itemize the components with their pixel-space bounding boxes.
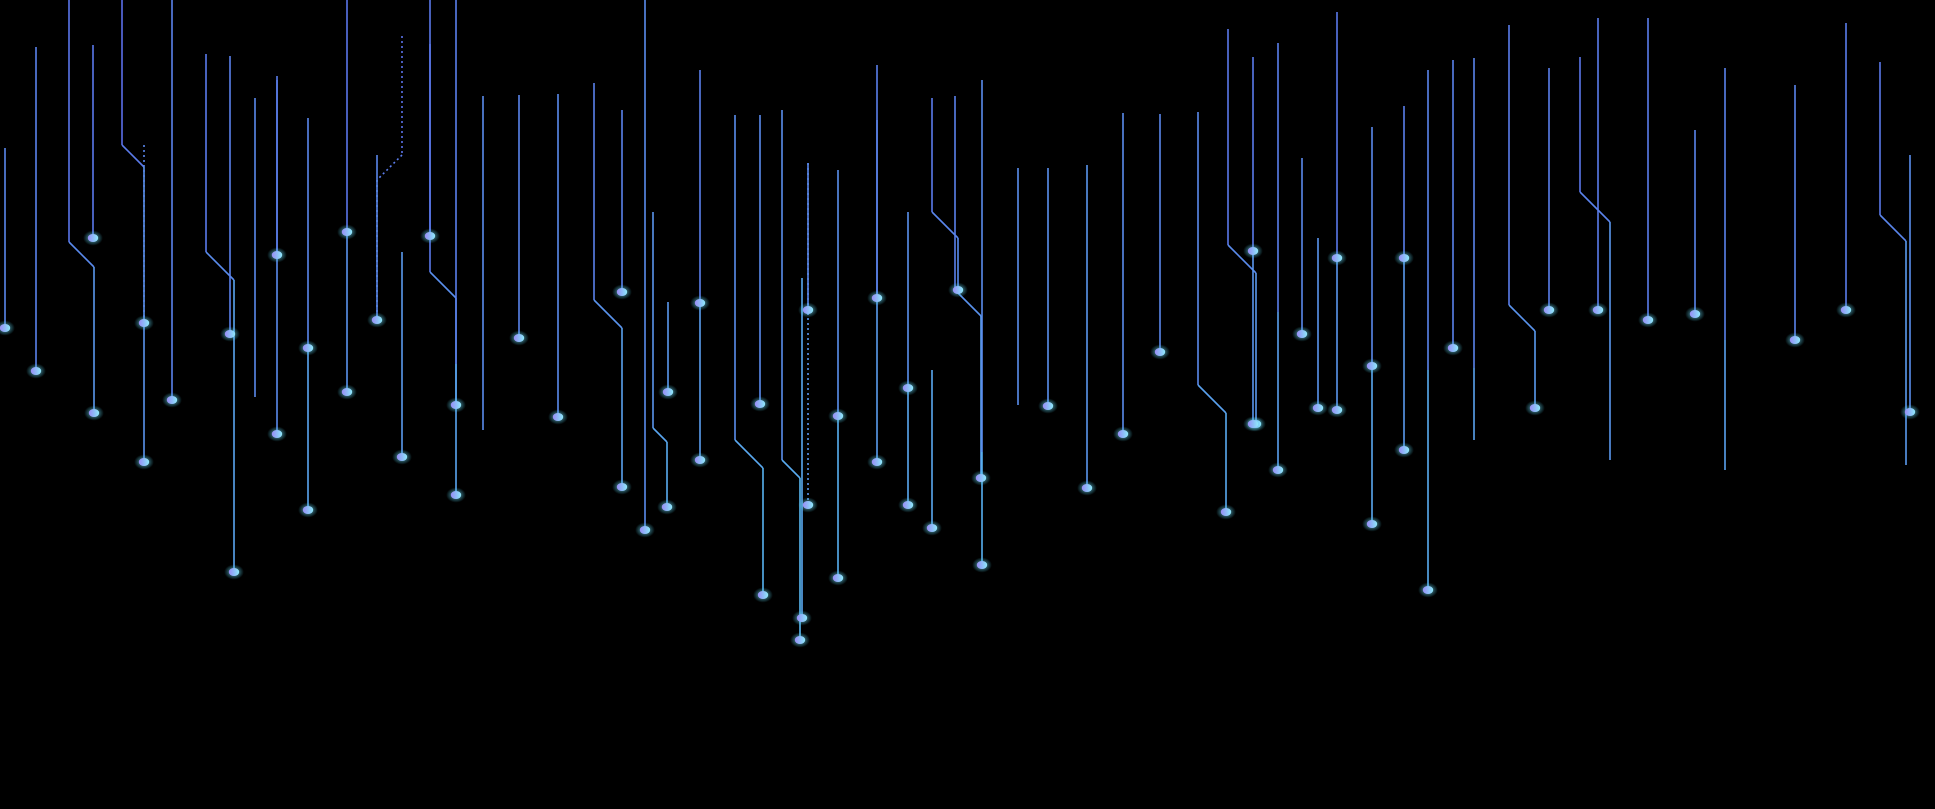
trace-node <box>1840 306 1852 314</box>
trace-line <box>429 271 457 299</box>
trace-node <box>694 456 706 464</box>
trace-node <box>871 294 883 302</box>
trace-node <box>832 412 844 420</box>
trace-line <box>68 241 95 268</box>
trace-node <box>1689 310 1701 318</box>
trace-line <box>1508 304 1536 332</box>
trace-node <box>902 384 914 392</box>
trace-node <box>450 491 462 499</box>
trace-node <box>662 388 674 396</box>
trace-node <box>228 568 240 576</box>
trace-node <box>1220 508 1232 516</box>
trace-node <box>1529 404 1541 412</box>
trace-node <box>975 474 987 482</box>
trace-node <box>1247 420 1259 428</box>
trace-node <box>1642 316 1654 324</box>
trace-node <box>757 591 769 599</box>
trace-node <box>1398 446 1410 454</box>
trace-line <box>1879 214 1907 242</box>
trace-node <box>271 251 283 259</box>
trace-node <box>1904 408 1916 416</box>
trace-line <box>781 459 801 479</box>
trace-line <box>734 439 764 469</box>
trace-node <box>138 319 150 327</box>
trace-node <box>30 367 42 375</box>
trace-node <box>616 288 628 296</box>
trace-node <box>166 396 178 404</box>
trace-node <box>902 501 914 509</box>
trace-node <box>952 286 964 294</box>
trace-node <box>1331 254 1343 262</box>
trace-node <box>1247 247 1259 255</box>
trace-node <box>1398 254 1410 262</box>
trace-node <box>832 574 844 582</box>
trace-node <box>341 228 353 236</box>
trace-node <box>639 526 651 534</box>
trace-line <box>1579 191 1611 223</box>
trace-node <box>1366 362 1378 370</box>
trace-node <box>1296 330 1308 338</box>
trace-node <box>396 453 408 461</box>
trace-line <box>376 154 403 181</box>
trace-node <box>1042 402 1054 410</box>
trace-node <box>88 409 100 417</box>
trace-line <box>121 144 145 168</box>
trace-line <box>593 299 623 329</box>
trace-line <box>1197 384 1227 414</box>
trace-node <box>1447 344 1459 352</box>
traces-layer <box>4 0 1911 640</box>
trace-line <box>652 427 668 443</box>
trace-node <box>302 344 314 352</box>
trace-node <box>1543 306 1555 314</box>
trace-node <box>513 334 525 342</box>
trace-node <box>926 524 938 532</box>
trace-node <box>802 501 814 509</box>
trace-node <box>1312 404 1324 412</box>
trace-line <box>1227 244 1257 274</box>
trace-node <box>87 234 99 242</box>
trace-line <box>931 211 959 239</box>
trace-node <box>796 614 808 622</box>
trace-node <box>0 324 11 332</box>
trace-node <box>302 506 314 514</box>
trace-node <box>1592 306 1604 314</box>
trace-node <box>794 636 806 644</box>
trace-node <box>1422 586 1434 594</box>
trace-node <box>271 430 283 438</box>
trace-node <box>138 458 150 466</box>
trace-node <box>976 561 988 569</box>
trace-node <box>616 483 628 491</box>
trace-node <box>450 401 462 409</box>
trace-node <box>802 306 814 314</box>
trace-node <box>694 299 706 307</box>
trace-node <box>1331 406 1343 414</box>
trace-node <box>1789 336 1801 344</box>
trace-node <box>341 388 353 396</box>
trace-node <box>661 503 673 511</box>
trace-node <box>224 330 236 338</box>
trace-node <box>1366 520 1378 528</box>
nodes-layer <box>0 224 1920 648</box>
trace-node <box>754 400 766 408</box>
trace-node <box>1154 348 1166 356</box>
trace-node <box>424 232 436 240</box>
trace-node <box>1117 430 1129 438</box>
trace-node <box>371 316 383 324</box>
trace-node <box>1081 484 1093 492</box>
trace-node <box>871 458 883 466</box>
trace-node <box>552 413 564 421</box>
trace-node <box>1272 466 1284 474</box>
